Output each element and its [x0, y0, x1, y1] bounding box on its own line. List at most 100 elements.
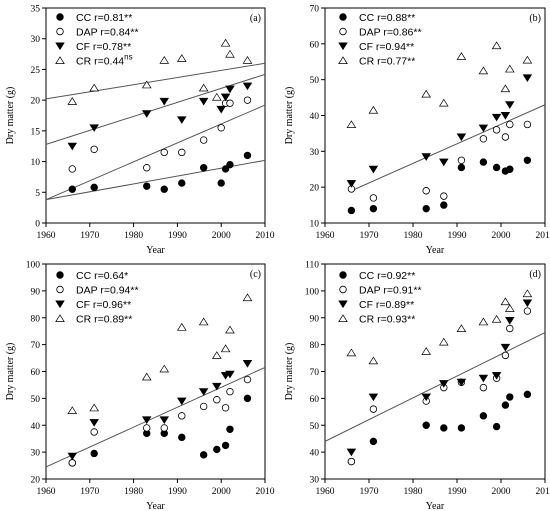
y-tick-label: 70	[310, 368, 320, 378]
data-point-dap	[213, 396, 221, 404]
data-point-cf	[439, 380, 449, 388]
y-axis-title: Dry matter (g)	[284, 87, 295, 145]
y-tick-label: 90	[31, 287, 41, 297]
data-point-cc	[457, 424, 466, 432]
x-tick-label: 1970	[360, 231, 379, 241]
data-point-cc	[178, 433, 186, 442]
legend: CC r=0.81** DAP r=0.84** CF r=0.78**CR r=0…	[55, 12, 139, 68]
data-point-dap	[492, 126, 501, 134]
x-tick-label: 2000	[212, 487, 231, 497]
y-tick-label: 40	[31, 422, 41, 432]
y-tick-label: 25	[31, 66, 41, 76]
legend-marker-cc	[339, 271, 347, 279]
series-cc	[347, 390, 532, 466]
data-point-cr	[522, 55, 533, 64]
series-cr	[346, 41, 533, 128]
legend-marker-cc	[339, 13, 347, 21]
y-tick-label: 90	[310, 314, 320, 324]
chart-panel: 1960 1970 1980 1990 2000 2010 30 40 50 60 70 80 90 10…	[284, 261, 550, 511]
data-point-dap	[243, 375, 252, 384]
x-axis-title: Year	[146, 245, 165, 256]
data-point-dap	[479, 383, 488, 392]
data-point-cf	[478, 374, 489, 383]
data-point-dap	[501, 133, 510, 141]
regression-line-dap	[45, 104, 266, 201]
data-point-cc	[243, 151, 252, 160]
legend-label-cr: CR r=0.77**	[359, 56, 415, 68]
data-point-dap	[523, 307, 532, 315]
data-point-cc	[199, 451, 208, 459]
y-tick-label: 30	[31, 35, 41, 45]
data-point-cf	[89, 419, 99, 427]
data-point-cc	[457, 163, 466, 172]
x-tick-label: 2000	[212, 231, 231, 241]
data-point-dap	[199, 402, 208, 411]
data-point-cr	[225, 49, 235, 58]
data-point-cr	[500, 84, 511, 93]
data-point-cf	[522, 299, 533, 308]
data-point-dap	[221, 404, 230, 412]
data-point-cr	[89, 83, 100, 92]
legend-marker-cr	[338, 314, 348, 322]
x-axis-title: Year	[426, 501, 445, 511]
legend-marker-dap	[339, 27, 347, 36]
series-cc	[68, 151, 252, 193]
series-cr	[346, 289, 533, 365]
regression-line-cf	[45, 73, 266, 145]
data-point-cf	[159, 416, 170, 425]
y-axis-title: Dry matter (g)	[5, 87, 16, 145]
legend-label-cc: CC r=0.64*	[76, 270, 128, 282]
legend-label-cf: CF r=0.89**	[359, 299, 414, 311]
data-point-cf	[159, 97, 170, 106]
data-point-cc	[422, 204, 430, 213]
data-point-cf	[212, 382, 222, 391]
x-tick-label: 1970	[80, 231, 99, 241]
y-tick-label: 20	[310, 184, 320, 194]
legend-marker-dap	[56, 285, 64, 294]
legend-label-cf: CF r=0.96**	[76, 299, 131, 311]
data-point-cc	[68, 185, 76, 193]
y-tick-label: 110	[305, 261, 319, 271]
legend-label-cf: CF r=0.94**	[359, 41, 414, 53]
y-tick-label: 15	[31, 127, 41, 137]
legend-marker-cf	[338, 300, 348, 309]
y-tick-label: 60	[31, 368, 41, 378]
data-point-cc	[221, 441, 230, 450]
data-point-cr	[368, 105, 379, 114]
x-tick-label: 1960	[316, 487, 335, 497]
x-tick-label: 1980	[404, 231, 423, 241]
data-point-dap	[68, 459, 76, 467]
y-tick-label: 50	[31, 395, 41, 405]
data-point-dap	[369, 405, 378, 413]
data-point-cf	[456, 133, 467, 142]
x-tick-label: 2010	[536, 231, 550, 241]
data-point-dap	[422, 187, 430, 195]
data-point-cr	[522, 289, 533, 298]
data-point-cr	[456, 52, 467, 60]
legend-marker-cr	[338, 56, 348, 65]
y-tick-label: 50	[310, 422, 320, 432]
chart-panel: 1960 1970 1980 1990 2000 2010 20 30 40 50 60 70 80 90…	[5, 261, 275, 511]
x-tick-label: 1960	[37, 487, 56, 497]
panel-label: (a)	[250, 13, 261, 24]
data-point-cc	[479, 158, 488, 166]
data-point-cr	[211, 351, 222, 359]
x-tick-label: 1970	[360, 487, 379, 497]
data-point-cr	[220, 344, 231, 353]
legend-label-cc: CC r=0.92**	[359, 270, 415, 282]
data-point-cf	[141, 416, 152, 425]
data-point-cc	[160, 185, 168, 193]
y-tick-label: 70	[31, 341, 41, 351]
data-point-cf	[500, 112, 511, 120]
data-point-dap	[199, 136, 208, 144]
data-point-cc	[523, 390, 532, 399]
data-point-cr	[141, 372, 152, 381]
regression-line-cr	[45, 62, 266, 100]
data-point-dap	[143, 424, 151, 432]
data-point-cr	[491, 314, 502, 323]
x-tick-label: 2010	[256, 487, 275, 497]
data-point-cf	[177, 116, 187, 124]
plot-frame	[324, 263, 546, 480]
y-axis-title: Dry matter (g)	[284, 343, 295, 401]
